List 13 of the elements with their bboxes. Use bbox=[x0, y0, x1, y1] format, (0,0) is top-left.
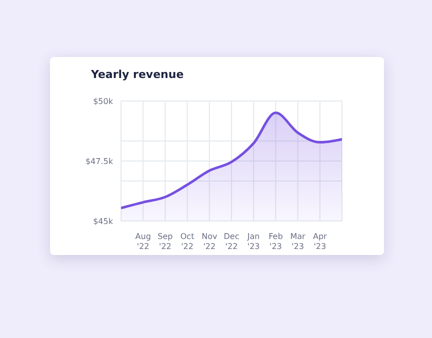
x-tick-label: Sep '22 bbox=[158, 232, 173, 251]
x-tick-label: Oct '22 bbox=[180, 232, 194, 251]
x-tick-label: Nov '22 bbox=[202, 232, 218, 251]
x-tick-label: Aug '22 bbox=[135, 232, 151, 251]
x-tick-label: Apr '23 bbox=[312, 232, 328, 251]
y-tick-label: $50k bbox=[93, 96, 114, 106]
y-tick-label: $45k bbox=[93, 216, 114, 226]
x-tick-label: Jan '23 bbox=[246, 232, 260, 251]
chart-title: Yearly revenue bbox=[91, 68, 184, 81]
x-tick-label: Mar '23 bbox=[290, 232, 306, 251]
y-tick-label: $47.5k bbox=[85, 156, 114, 166]
x-tick-label: Feb '23 bbox=[268, 232, 283, 251]
x-tick-label: Dec '22 bbox=[224, 232, 240, 251]
